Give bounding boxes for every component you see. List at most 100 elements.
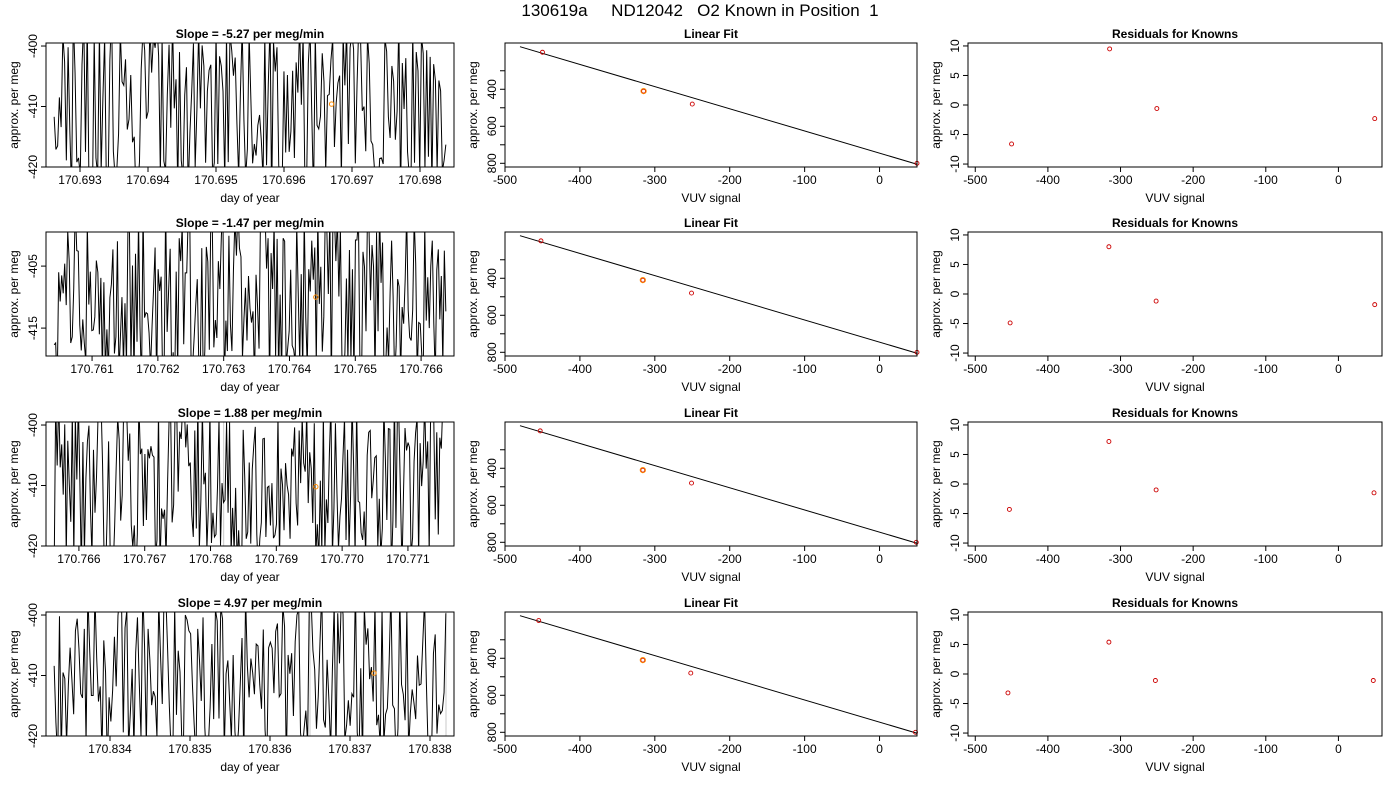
plot-frame — [504, 42, 918, 168]
plot-frame — [45, 231, 455, 357]
x-tick-label: -200 — [718, 552, 742, 566]
x-tick-label: -200 — [1181, 173, 1205, 187]
y-tick-label: 0 — [948, 480, 962, 487]
residuals-panel-1: Residuals for Knowns VUV signal approx. pe… — [929, 27, 1383, 205]
y-axis-label: approx. per meg — [466, 440, 480, 527]
x-tick-label: -300 — [643, 742, 667, 756]
residuals-panel-2: Residuals for Knowns VUV signal approx. pe… — [929, 216, 1383, 394]
x-tick-label: 170.837 — [328, 742, 372, 756]
y-tick-label: -405 — [26, 254, 40, 278]
x-tick-label: -500 — [493, 742, 517, 756]
timeseries-panel-2: Slope = -1.47 per meg/min day of year appr… — [7, 216, 455, 394]
x-axis-label: day of year — [220, 570, 279, 584]
plot-title: Slope = -1.47 per meg/min — [176, 216, 324, 230]
x-axis-label: VUV signal — [681, 191, 740, 205]
linear_fit-panel-3: Linear Fit VUV signal approx. per meg -500 -… — [466, 406, 919, 584]
y-tick-label: -10 — [948, 155, 962, 173]
x-axis-label: VUV signal — [681, 570, 740, 584]
data-point — [689, 480, 694, 486]
x-tick-label: -300 — [643, 173, 667, 187]
x-tick-label: -500 — [493, 362, 517, 376]
timeseries-panel-4: Slope = 4.97 per meg/min day of year appro… — [7, 596, 455, 774]
x-tick-label: -200 — [1181, 742, 1205, 756]
data-point — [1370, 678, 1376, 683]
data-point — [1005, 690, 1011, 696]
y-tick-label: 400 — [485, 79, 499, 99]
x-tick-label: -200 — [718, 362, 742, 376]
y-axis-label: approx. per meg — [466, 250, 480, 337]
plot-title: Linear Fit — [684, 216, 738, 230]
y-tick-label: -5 — [948, 318, 962, 329]
x-tick-label: -300 — [1109, 742, 1133, 756]
linear_fit-panel-4: Linear Fit VUV signal approx. per meg -500 -… — [466, 596, 918, 774]
x-tick-label: -200 — [1181, 552, 1205, 566]
y-tick-label: -5 — [948, 129, 962, 140]
x-tick-label: -400 — [568, 362, 592, 376]
y-tick-label: -415 — [26, 316, 40, 340]
y-tick-label: -400 — [26, 34, 40, 58]
plot-title: Residuals for Knowns — [1112, 27, 1238, 41]
x-tick-label: 170.768 — [189, 552, 233, 566]
series-line — [53, 232, 447, 356]
x-tick-label: -100 — [793, 552, 817, 566]
y-axis-label: approx. per meg — [7, 440, 21, 527]
plot-title: Linear Fit — [684, 406, 738, 420]
data-point — [1371, 490, 1377, 496]
data-point — [1107, 46, 1113, 52]
x-tick-label: -500 — [963, 173, 987, 187]
plot-frame — [967, 42, 1383, 168]
fit-line — [519, 615, 918, 734]
plot-frame — [967, 231, 1383, 357]
x-tick-label: 170.770 — [320, 552, 364, 566]
y-axis-label: approx. per meg — [929, 250, 943, 337]
x-tick-label: 170.764 — [268, 362, 312, 376]
x-tick-label: 170.769 — [255, 552, 299, 566]
x-tick-label: 170.763 — [202, 362, 246, 376]
x-axis-label: VUV signal — [681, 760, 740, 774]
y-tick-label: 10 — [948, 418, 962, 432]
x-tick-label: 170.766 — [57, 552, 101, 566]
y-tick-label: 0 — [948, 670, 962, 677]
data-point — [1007, 320, 1013, 326]
y-tick-label: -420 — [26, 534, 40, 558]
y-tick-label: 600 — [485, 495, 499, 515]
x-tick-label: 0 — [1335, 742, 1342, 756]
x-tick-label: -500 — [963, 362, 987, 376]
highlight-point — [639, 657, 646, 664]
x-tick-label: -300 — [643, 362, 667, 376]
y-tick-label: 800 — [485, 532, 499, 552]
y-tick-label: 800 — [485, 722, 499, 742]
data-point — [1152, 678, 1158, 683]
y-tick-label: -5 — [948, 698, 962, 709]
x-tick-label: 170.766 — [399, 362, 443, 376]
x-tick-label: -500 — [963, 742, 987, 756]
plot-title: Slope = -5.27 per meg/min — [176, 27, 324, 41]
x-tick-label: 170.834 — [88, 742, 132, 756]
x-tick-label: 0 — [1335, 362, 1342, 376]
data-point — [1106, 639, 1112, 645]
fit-line — [519, 235, 918, 354]
y-tick-label: -400 — [26, 603, 40, 627]
y-axis-label: approx. per meg — [466, 61, 480, 148]
x-tick-label: 170.836 — [248, 742, 292, 756]
series-line — [53, 612, 447, 736]
data-point — [1153, 298, 1159, 304]
residuals-panel-4: Residuals for Knowns VUV signal approx. pe… — [929, 596, 1383, 774]
plot-title: Residuals for Knowns — [1112, 406, 1238, 420]
page-title: 130619a ND12042 O2 Known in Position 1 — [521, 1, 879, 20]
plot-frame — [504, 611, 918, 737]
x-tick-label: -400 — [568, 552, 592, 566]
plot-title: Linear Fit — [684, 27, 738, 41]
y-axis-label: approx. per meg — [7, 250, 21, 337]
data-point — [540, 49, 545, 55]
y-tick-label: 5 — [948, 261, 962, 268]
plot-title: Residuals for Knowns — [1112, 596, 1238, 610]
x-tick-label: 170.693 — [58, 173, 102, 187]
data-point — [1154, 106, 1160, 111]
highlight-point — [371, 670, 377, 676]
x-axis-label: day of year — [220, 380, 279, 394]
x-tick-label: 170.694 — [126, 173, 170, 187]
residuals-panel-3: Residuals for Knowns VUV signal approx. pe… — [929, 406, 1383, 584]
x-tick-label: -100 — [1254, 552, 1278, 566]
y-tick-label: -5 — [948, 508, 962, 519]
